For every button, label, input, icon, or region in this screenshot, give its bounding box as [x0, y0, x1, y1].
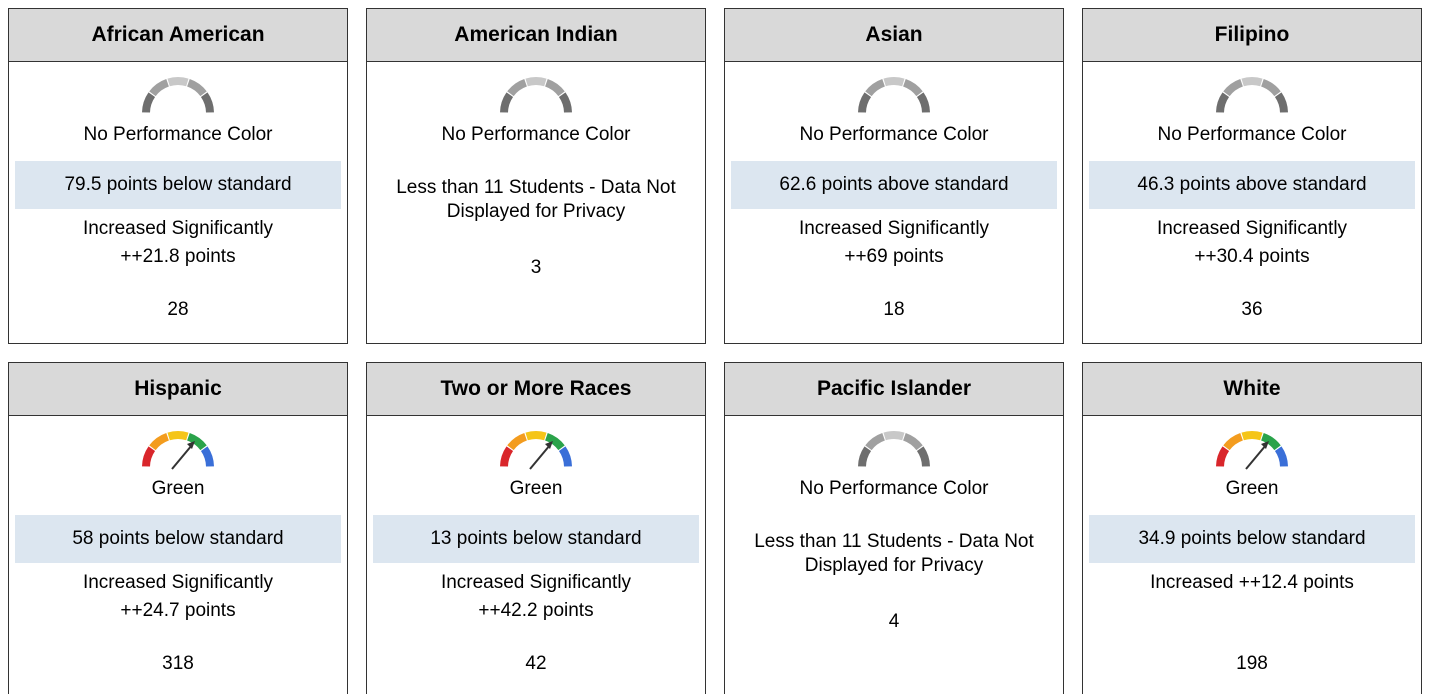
gauge-icon — [500, 77, 572, 113]
group-card: White Green 34.9 points below standard Incr… — [1082, 362, 1422, 694]
student-count: 18 — [883, 299, 905, 320]
status-box: 46.3 points above standard — [1089, 161, 1415, 209]
performance-color: Green — [509, 478, 563, 499]
gauge-icon — [500, 431, 572, 470]
card-title: American Indian — [367, 9, 705, 62]
group-card: African American No Performance Color 79.5… — [8, 8, 348, 344]
status-box: 34.9 points below standard — [1089, 515, 1415, 563]
status-text: Less than 11 Students - Data Not Display… — [396, 177, 676, 222]
performance-color: Green — [1225, 478, 1279, 499]
card-title: Filipino — [1083, 9, 1421, 62]
group-card: American Indian No Performance Color Less … — [366, 8, 706, 344]
performance-color: No Performance Color — [441, 124, 631, 145]
performance-color: No Performance Color — [1157, 124, 1347, 145]
gauge-icon — [858, 431, 930, 467]
group-card: Pacific Islander No Performance Color Less… — [724, 362, 1064, 694]
card-title: African American — [9, 9, 347, 62]
group-card: Two or More Races Green 13 points below st… — [366, 362, 706, 694]
status-box: 62.6 points above standard — [731, 161, 1057, 209]
performance-color: No Performance Color — [799, 478, 989, 499]
student-count: 198 — [1236, 653, 1268, 674]
card-title: Hispanic — [9, 363, 347, 416]
card-title: White — [1083, 363, 1421, 416]
card-title: Asian — [725, 9, 1063, 62]
gauge-icon — [142, 431, 214, 470]
gauge-icon — [1216, 77, 1288, 113]
student-count: 28 — [167, 299, 189, 320]
gauge-icon — [1216, 431, 1288, 470]
change-text: Increased ++12.4 points — [1150, 572, 1354, 593]
status-box: 79.5 points below standard — [15, 161, 341, 209]
change-text: Increased Significantly ++30.4 points — [1156, 218, 1348, 267]
performance-color: Green — [151, 478, 205, 499]
group-card: Filipino No Performance Color 46.3 points … — [1082, 8, 1422, 344]
group-card: Asian No Performance Color 62.6 points abo… — [724, 8, 1064, 344]
change-text: Increased Significantly ++42.2 points — [440, 572, 632, 621]
student-count: 318 — [162, 653, 194, 674]
performance-color: No Performance Color — [83, 124, 273, 145]
student-count: 3 — [530, 257, 542, 278]
status-box: 13 points below standard — [373, 515, 699, 563]
student-count: 42 — [525, 653, 547, 674]
performance-color: No Performance Color — [799, 124, 989, 145]
card-title: Pacific Islander — [725, 363, 1063, 416]
gauge-icon — [858, 77, 930, 113]
card-title: Two or More Races — [367, 363, 705, 416]
group-card: Hispanic Green 58 points below standard Inc… — [8, 362, 348, 694]
student-count: 36 — [1241, 299, 1263, 320]
student-count: 4 — [888, 611, 900, 632]
change-text: Increased Significantly ++21.8 points — [82, 218, 274, 267]
change-text: Increased Significantly ++69 points — [798, 218, 990, 267]
change-text: Increased Significantly ++24.7 points — [82, 572, 274, 621]
status-box: 58 points below standard — [15, 515, 341, 563]
status-text: Less than 11 Students - Data Not Display… — [754, 531, 1034, 576]
gauge-icon — [142, 77, 214, 113]
